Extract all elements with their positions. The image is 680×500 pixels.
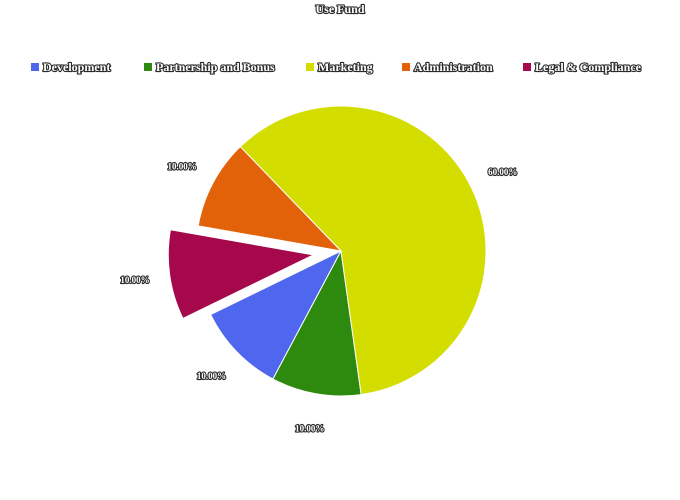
data-label-partnership-and-bonus: 10.00% (295, 423, 324, 433)
legend-swatch (31, 63, 39, 71)
pie-data-labels: 10.00% 10.00% 60.00% 10.00% 10.00% (119, 160, 518, 434)
legend-label: Administration (414, 60, 493, 74)
pie-slice-partnership-and-bonus[interactable] (272, 249, 362, 397)
data-label-marketing: 60.00% (488, 167, 517, 177)
legend-label: Development (43, 60, 110, 74)
pie-slice-legal-and-compliance[interactable] (167, 229, 315, 320)
data-label-development: 10.00% (197, 371, 226, 381)
legend-item-legal-and-compliance: Legal & Compliance (523, 59, 643, 75)
pie-slice-administration[interactable] (197, 145, 343, 252)
data-label-administration: 10.00% (167, 162, 196, 172)
pie-slice-development[interactable] (210, 249, 343, 380)
legend-swatch (306, 63, 314, 71)
legend-item-marketing: Marketing (306, 59, 374, 75)
legend-label: Partnership and Bonus (156, 60, 275, 74)
legend-label: Legal & Compliance (535, 60, 642, 74)
chart-title: Use Fund (315, 2, 364, 16)
pie-slice-marketing[interactable] (239, 105, 487, 396)
chart-legend: Development Partnership and Bonus Marketin… (31, 59, 643, 75)
pie-slices (167, 105, 487, 397)
legend-item-development: Development (31, 59, 111, 75)
legend-swatch (144, 63, 152, 71)
legend-swatch (402, 63, 410, 71)
legend-item-administration: Administration (402, 59, 494, 75)
data-label-legal-and-compliance: 10.00% (120, 275, 149, 285)
legend-swatch (523, 63, 531, 71)
legend-label: Marketing (318, 60, 373, 74)
legend-item-partnership-and-bonus: Partnership and Bonus (144, 59, 276, 75)
